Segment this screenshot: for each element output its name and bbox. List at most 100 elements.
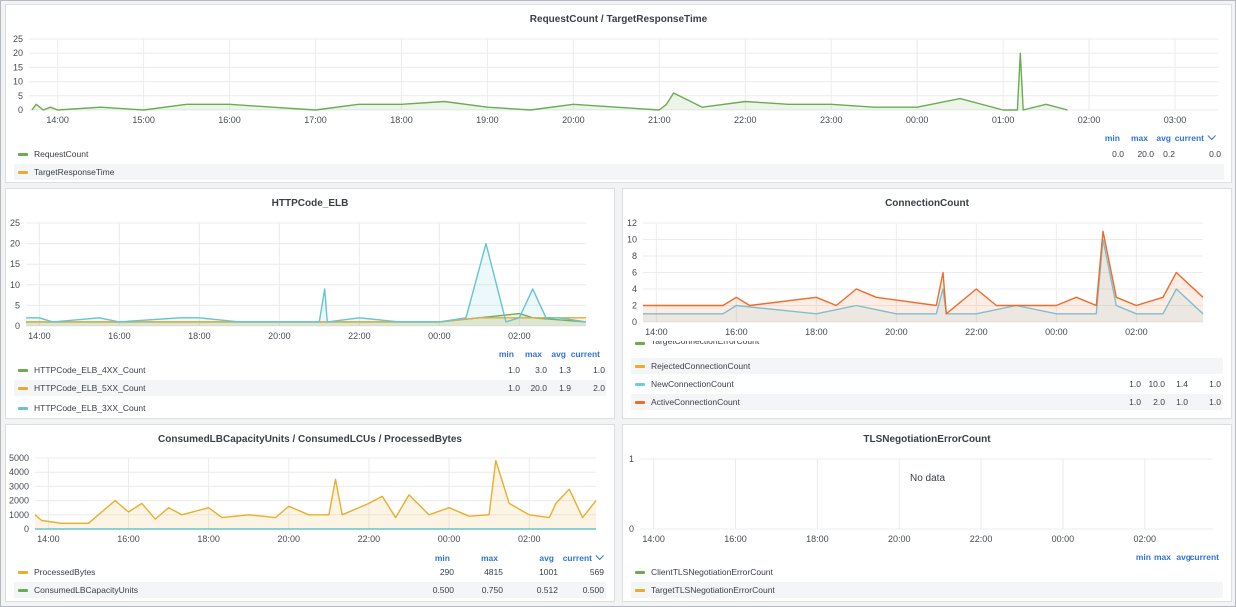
legend-avg: 1.3: [559, 365, 571, 375]
x-tick-label: 18:00: [390, 115, 413, 125]
legend-item-target-tls-error[interactable]: TargetTLSNegotiationErrorCount: [631, 582, 1223, 598]
legend-col-current[interactable]: current: [558, 551, 604, 563]
legend-item-request-count[interactable]: RequestCount 0.0 20.0 0.2 0.0: [14, 146, 1224, 162]
legend-col-max[interactable]: max: [1153, 552, 1171, 562]
y-tick-label: 20: [10, 239, 20, 249]
x-tick-label: 20:00: [562, 115, 585, 125]
legend-item-new-connection[interactable]: NewConnectionCount 1.0 10.0 1.4 1.0: [631, 376, 1223, 392]
x-tick-label: 14:00: [37, 534, 60, 544]
legend-col-avg[interactable]: avg: [1156, 133, 1171, 143]
legend-col-max[interactable]: max: [524, 349, 542, 359]
x-tick-label: 03:00: [1164, 115, 1187, 125]
legend-col-min[interactable]: min: [434, 553, 450, 563]
series-area: [26, 243, 586, 326]
series-name: TargetTLSNegotiationErrorCount: [651, 585, 775, 595]
y-tick-label: 15: [13, 62, 23, 72]
series-area: [35, 460, 596, 529]
legend-col-avg[interactable]: avg: [551, 349, 566, 359]
connection-count-chart: 12 10 8 6 4 2 0 14:00 16:00 18:00 20:00 22:00 00:00 0…: [627, 218, 1204, 337]
x-tick-label: 18:00: [197, 534, 220, 544]
legend-max: 4815: [484, 567, 503, 577]
legend-col-min[interactable]: min: [498, 349, 514, 359]
y-tick-label: 20: [13, 48, 23, 58]
x-tick-label: 02:00: [518, 534, 541, 544]
legend-max: 20.0: [1137, 149, 1154, 159]
legend-col-max[interactable]: max: [1130, 133, 1148, 143]
x-tick-label: 00:00: [438, 534, 461, 544]
y-tick-label: 0: [15, 321, 20, 331]
y-tick-label: 2: [632, 301, 637, 311]
tls-negotiation-chart: 1 0 14:00 16:00 18:00 20:00 22:00 00:00 02:00: [629, 454, 1213, 544]
legend-item-active-connection[interactable]: ActiveConnectionCount 1.0 2.0 1.0 1.0: [631, 394, 1223, 410]
x-tick-label: 02:00: [1078, 115, 1101, 125]
legend-col-min[interactable]: min: [1135, 552, 1151, 562]
series-area: [31, 53, 1068, 110]
x-tick-label: 00:00: [1045, 327, 1068, 337]
legend-min: 1.0: [1129, 379, 1141, 389]
x-tick-label: 15:00: [132, 115, 155, 125]
panel-title[interactable]: ConsumedLBCapacityUnits / ConsumedLCUs /…: [158, 434, 462, 445]
x-tick-label: 01:00: [992, 115, 1015, 125]
legend-item-client-tls-error[interactable]: ClientTLSNegotiationErrorCount: [631, 564, 1223, 580]
series-swatch: [18, 387, 28, 390]
legend-item-consumed-lb-capacity[interactable]: ConsumedLBCapacityUnits 0.500 0.750 0.51…: [14, 582, 606, 598]
legend-item-target-response-time[interactable]: TargetResponseTime: [14, 164, 1224, 180]
y-tick-label: 5: [15, 300, 20, 310]
legend-item-3xx[interactable]: HTTPCode_ELB_3XX_Count: [14, 400, 606, 416]
legend-item-rejected-connection[interactable]: RejectedConnectionCount: [631, 358, 1223, 374]
legend-min: 290: [439, 567, 454, 577]
legend-item-target-connection-error[interactable]: TargetConnectionErrorCount: [631, 341, 1223, 349]
legend-col-current[interactable]: current: [1170, 131, 1216, 143]
legend-current: 1.0: [593, 365, 605, 375]
x-tick-label: 19:00: [476, 115, 499, 125]
no-data-message: No data: [910, 473, 946, 484]
legend-current: 1.0: [1209, 379, 1221, 389]
legend-item-processed-bytes[interactable]: ProcessedBytes 290 4815 1001 569: [14, 564, 606, 580]
legend-avg: 1.4: [1176, 379, 1188, 389]
y-tick-label: 25: [10, 218, 20, 228]
legend-col-max[interactable]: max: [480, 553, 498, 563]
chevron-down-icon[interactable]: [595, 551, 604, 561]
legend-item-5xx[interactable]: HTTPCode_ELB_5XX_Count 1.0 20.0 1.9 2.0: [14, 380, 606, 396]
legend-item-4xx[interactable]: HTTPCode_ELB_4XX_Count 1.0 3.0 1.3 1.0: [14, 362, 606, 378]
legend-col-avg[interactable]: avg: [539, 553, 554, 563]
panel-title[interactable]: ConnectionCount: [885, 198, 969, 209]
series-swatch: [635, 342, 645, 345]
x-tick-label: 20:00: [268, 331, 291, 341]
series-name: TargetConnectionErrorCount: [651, 341, 760, 346]
legend-avg: 1.9: [559, 383, 571, 393]
series-swatch: [18, 171, 28, 174]
panel-httpcode-elb: HTTPCode_ELB 25 20 15 10 5 0 14:00 16:00 18:00 20…: [5, 188, 615, 419]
x-tick-label: 20:00: [278, 534, 301, 544]
legend-col-min[interactable]: min: [1104, 133, 1120, 143]
y-tick-label: 0: [18, 105, 23, 115]
y-tick-label: 25: [13, 34, 23, 44]
series-name: NewConnectionCount: [651, 379, 734, 389]
legend-min: 1.0: [508, 383, 520, 393]
x-tick-label: 00:00: [428, 331, 451, 341]
legend-current: 2.0: [593, 383, 605, 393]
series-swatch: [18, 153, 28, 156]
legend-col-current[interactable]: current: [570, 349, 600, 359]
panel-title[interactable]: HTTPCode_ELB: [271, 198, 349, 209]
panel-tls-negotiation: TLSNegotiationErrorCount 1 0 14:00 16:00 18:…: [622, 424, 1232, 602]
legend-col-avg[interactable]: avg: [1176, 552, 1191, 562]
panel-request-count: RequestCount / TargetResponseTime 25 20 15…: [5, 4, 1232, 183]
x-tick-label: 14:00: [46, 115, 69, 125]
panel-connection-count: ConnectionCount 12 10 8 6 4 2 0 14:00 16:00 18:00…: [622, 188, 1232, 419]
x-tick-label: 14:00: [642, 534, 665, 544]
y-tick-label: 10: [10, 280, 20, 290]
chevron-down-icon[interactable]: [1207, 131, 1216, 141]
panel-title[interactable]: RequestCount / TargetResponseTime: [529, 14, 708, 25]
series-swatch: [18, 589, 28, 592]
legend-header: min max avg current: [623, 552, 1231, 564]
y-tick-label: 5: [18, 91, 23, 101]
legend-current: 569: [589, 567, 604, 577]
panel-title[interactable]: TLSNegotiationErrorCount: [863, 434, 991, 445]
x-tick-label: 20:00: [888, 534, 911, 544]
legend-col-current[interactable]: current: [1189, 552, 1219, 562]
legend-avg: 1.0: [1176, 397, 1188, 407]
series-swatch: [635, 365, 645, 368]
series-name: TargetResponseTime: [34, 167, 115, 177]
y-tick-label: 2000: [9, 496, 29, 506]
